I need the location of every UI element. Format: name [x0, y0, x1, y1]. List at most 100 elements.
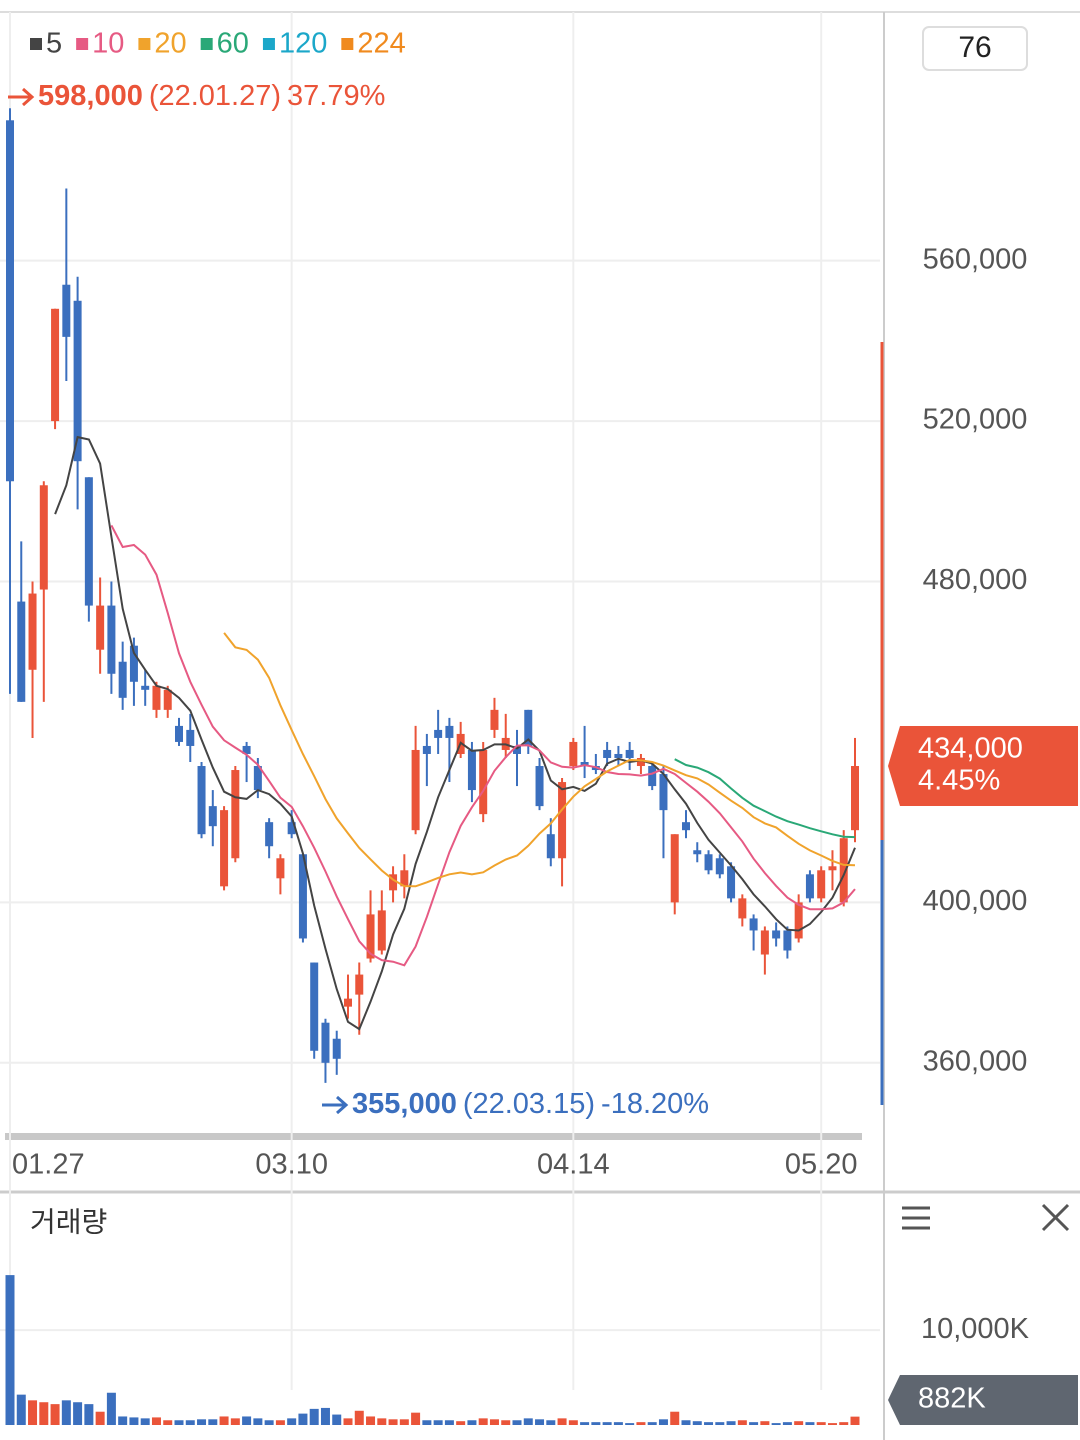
candle-body: [772, 930, 781, 939]
volume-bar: [523, 1418, 533, 1425]
candle-body: [715, 858, 724, 875]
x-tick-label: 05.20: [785, 1149, 858, 1181]
volume-bar: [332, 1414, 342, 1425]
volume-bar: [399, 1419, 409, 1425]
volume-bar: [411, 1412, 421, 1425]
volume-bar: [140, 1418, 150, 1425]
volume-bar: [760, 1421, 770, 1425]
candle-body: [760, 930, 769, 955]
y-tick-label: 560,000: [923, 243, 1028, 275]
candle-body: [422, 745, 431, 754]
y-tick-label: 520,000: [923, 404, 1028, 436]
candle-body: [163, 689, 172, 710]
current-change: 4.45%: [918, 765, 1000, 797]
volume-bar: [388, 1419, 398, 1425]
candle-body: [253, 766, 262, 791]
volume-bar: [208, 1419, 218, 1425]
candle-body: [107, 605, 116, 674]
volume-bar: [39, 1402, 49, 1425]
y-tick-label: 480,000: [923, 564, 1028, 596]
scrollbar[interactable]: [5, 1133, 862, 1140]
candle-body: [794, 902, 803, 939]
volume-bar: [771, 1423, 781, 1425]
volume-bar: [366, 1416, 376, 1425]
volume-bar: [715, 1422, 725, 1425]
volume-bar: [320, 1407, 330, 1425]
period-box[interactable]: [922, 26, 1028, 71]
volume-bar: [726, 1421, 736, 1425]
candle-body: [152, 685, 161, 710]
candle-body: [28, 593, 37, 670]
candle-body: [513, 745, 521, 754]
candle-body: [535, 766, 544, 807]
candle-body: [17, 601, 26, 702]
candle-body: [648, 766, 657, 787]
volume-bar: [95, 1411, 105, 1425]
candle-body: [377, 910, 386, 951]
candle-body: [546, 834, 555, 859]
volume-bar: [151, 1417, 161, 1425]
candle-body: [434, 729, 443, 738]
legend-swatch: [200, 38, 213, 50]
close-icon[interactable]: [1041, 1203, 1070, 1232]
marker-change: 37.79%: [287, 80, 385, 112]
candle-body: [445, 725, 454, 738]
volume-bar: [839, 1422, 849, 1425]
candle-body: [298, 854, 307, 939]
volume-bar: [535, 1419, 545, 1425]
volume-bar: [28, 1400, 38, 1425]
volume-bar: [16, 1394, 26, 1425]
candle-body: [704, 854, 713, 871]
candle-body: [749, 918, 758, 931]
candle-body: [208, 806, 217, 827]
period-label[interactable]: 76: [958, 31, 991, 64]
current-price-tag: [888, 726, 1078, 807]
candle-body: [659, 774, 668, 811]
volume-bar: [737, 1420, 747, 1425]
candle-body: [96, 605, 105, 650]
legend-label: 5: [46, 28, 62, 60]
volume-bar: [61, 1400, 71, 1425]
candle-body: [524, 709, 533, 746]
volume-bar: [602, 1422, 612, 1425]
candle-body: [783, 930, 792, 951]
y-tick-label: 10,000K: [921, 1313, 1030, 1345]
candle-body: [220, 810, 229, 887]
volume-bar: [647, 1422, 657, 1425]
volume-bar: [163, 1420, 173, 1425]
volume-bar: [546, 1420, 556, 1425]
candle-body: [817, 870, 826, 899]
volume-bar: [805, 1422, 815, 1425]
volume-bar: [118, 1416, 128, 1425]
candle-body: [175, 725, 183, 742]
legend-label: 120: [279, 28, 327, 60]
candle-body: [580, 762, 589, 767]
candle-body: [851, 766, 859, 831]
marker-label: 598,000: [38, 80, 143, 112]
candle-body: [636, 757, 645, 767]
volume-bar: [275, 1420, 285, 1425]
candle-body: [73, 300, 82, 462]
volume-bar: [749, 1422, 759, 1425]
menu-icon[interactable]: [902, 1206, 930, 1230]
volume-bar: [681, 1420, 691, 1425]
x-tick-label: 03.10: [255, 1149, 328, 1181]
volume-bar: [219, 1416, 229, 1425]
legend-swatch: [341, 38, 354, 50]
volume-bar: [794, 1421, 804, 1425]
volume-bar: [591, 1422, 601, 1425]
volume-bar: [670, 1411, 680, 1425]
candle-body: [310, 962, 319, 1051]
candle-body: [344, 998, 352, 1007]
marker-date: (22.03.15): [463, 1088, 595, 1120]
volume-bar: [354, 1410, 364, 1425]
candle-body: [625, 749, 634, 758]
volume-bar: [704, 1422, 714, 1425]
volume-bar: [230, 1418, 240, 1425]
moving-average: [110, 524, 856, 967]
volume-bar: [377, 1418, 387, 1425]
candle-body: [467, 749, 476, 791]
volume-bar: [5, 1275, 15, 1425]
